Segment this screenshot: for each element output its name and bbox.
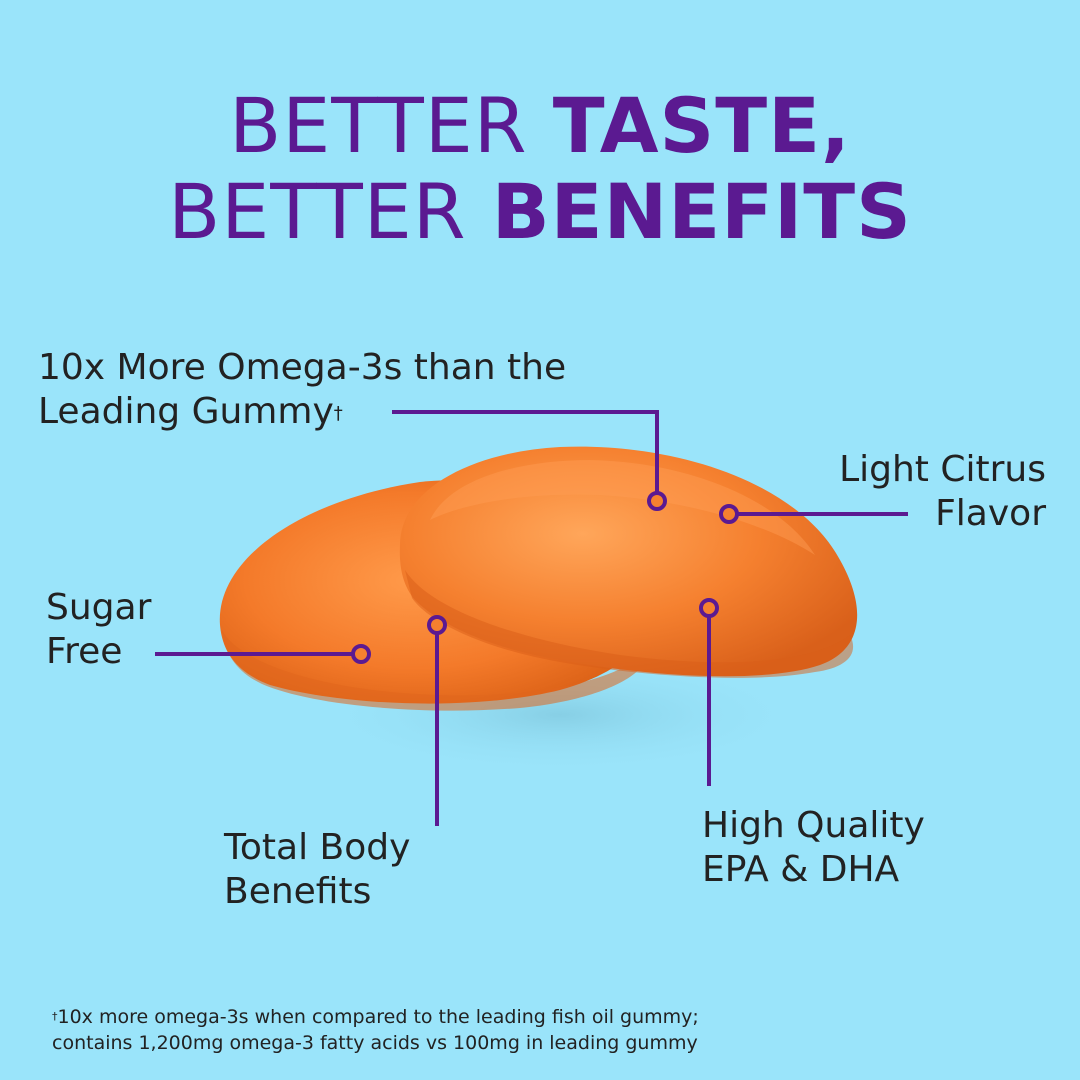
footnote-line-1: †10x more omega-3s when compared to the … bbox=[52, 1004, 812, 1030]
headline-line-2-bold: BENEFITS bbox=[491, 167, 912, 256]
footnote-line-1-text: 10x more omega-3s when compared to the l… bbox=[57, 1006, 699, 1028]
leader-dot-total bbox=[427, 615, 447, 635]
leader-dot-epa bbox=[699, 598, 719, 618]
leader-line-omega bbox=[392, 410, 659, 492]
headline-line-1-bold: TASTE, bbox=[552, 81, 851, 170]
callout-epa-line-2: EPA & DHA bbox=[702, 849, 900, 890]
callout-citrus-line-1: Light Citrus bbox=[839, 449, 1046, 490]
callout-epa-line-1: High Quality bbox=[702, 805, 925, 846]
callout-sugar-line-2: Free bbox=[46, 631, 123, 672]
footnote-line-2: contains 1,200mg omega-3 fatty acids vs … bbox=[52, 1032, 698, 1054]
callout-total-line-1: Total Body bbox=[224, 827, 411, 868]
gummy-front-top bbox=[430, 460, 815, 555]
gummy-back-edge bbox=[222, 630, 649, 711]
callout-light-citrus: Light Citrus Flavor bbox=[839, 448, 1046, 536]
leader-lines bbox=[155, 410, 908, 826]
footnote-dagger-mark: † bbox=[52, 1010, 58, 1023]
callout-omega-3s: 10x More Omega-3s than the Leading Gummy… bbox=[38, 346, 566, 434]
gummy-front-edge bbox=[405, 570, 854, 678]
callout-omega-line-2-text: Leading Gummy bbox=[38, 391, 334, 432]
leader-dot-sugar bbox=[351, 644, 371, 664]
dagger-mark: † bbox=[333, 403, 343, 424]
gummy-front bbox=[399, 446, 858, 677]
headline-line-2-light: BETTER bbox=[168, 167, 492, 256]
callout-citrus-line-2: Flavor bbox=[935, 493, 1046, 534]
footnote: †10x more omega-3s when compared to the … bbox=[52, 1004, 812, 1056]
callout-total-body: Total Body Benefits bbox=[224, 826, 410, 914]
callout-sugar-free: Sugar Free bbox=[46, 586, 151, 674]
headline-line-1: BETTER TASTE, bbox=[0, 84, 1080, 168]
callout-total-line-2: Benefits bbox=[224, 871, 372, 912]
callout-omega-line-1: 10x More Omega-3s than the bbox=[38, 347, 567, 388]
callout-epa-dha: High Quality EPA & DHA bbox=[702, 804, 925, 892]
leader-dot-omega bbox=[647, 491, 667, 511]
callout-sugar-line-1: Sugar bbox=[46, 587, 152, 628]
leader-dot-citrus bbox=[719, 504, 739, 524]
leader-dots bbox=[351, 491, 739, 664]
headline-line-2: BETTER BENEFITS bbox=[0, 170, 1080, 254]
callout-omega-line-2: Leading Gummy† bbox=[38, 390, 566, 434]
headline-line-1-light: BETTER bbox=[229, 81, 553, 170]
